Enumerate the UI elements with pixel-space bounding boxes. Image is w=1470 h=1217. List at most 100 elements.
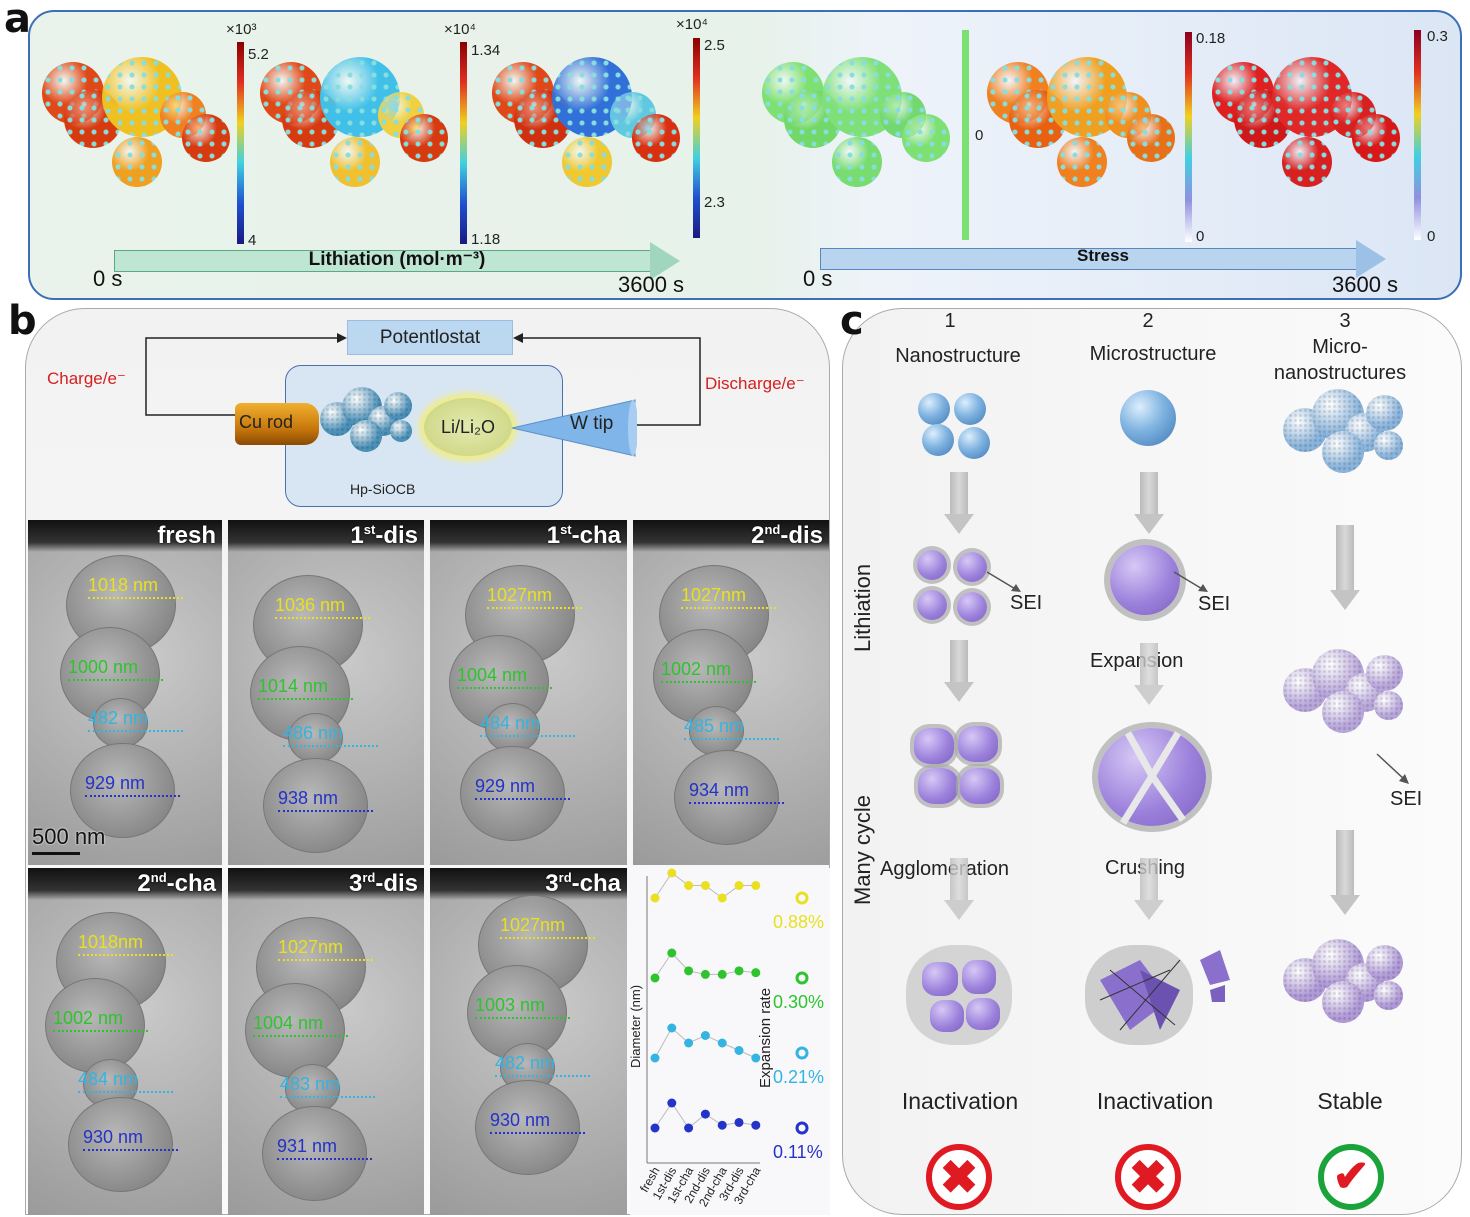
diameter-value: 934 nm [689, 780, 750, 800]
agglomerated-particle-icon [922, 962, 958, 996]
measurement-line [277, 1158, 372, 1160]
data-point [751, 968, 761, 978]
down-arrow-icon [944, 858, 974, 920]
data-point [667, 948, 677, 958]
stage-suffix: -cha [571, 522, 621, 549]
col-2-title: Microstructure [1089, 343, 1217, 365]
colorbar-3-min: 2.3 [704, 194, 725, 211]
colorbar-5-max: 0.18 [1196, 30, 1226, 47]
down-arrow-icon [1134, 858, 1164, 920]
tem-image: 3rd-cha 1027nm 1003 nm 482 nm 930 nm [430, 868, 627, 1215]
particle-outline [285, 1064, 340, 1114]
diameter-value: 931 nm [277, 1136, 338, 1156]
stable-porous-sphere [1366, 945, 1403, 982]
expansion-rate-label: 0.11% [773, 1142, 823, 1162]
simulated-particle-sphere [832, 137, 882, 187]
diameter-measurement: 1027nm [681, 585, 776, 609]
porous-sphere [1322, 431, 1364, 473]
diameter-measurement: 930 nm [490, 1110, 585, 1134]
y-axis-label: Diameter (nm) [630, 985, 643, 1068]
pass-check-icon: ✔ [1318, 1144, 1384, 1210]
data-point [734, 881, 744, 890]
diameter-measurement: 929 nm [475, 776, 570, 800]
fail-x-icon: ✖ [926, 1144, 992, 1210]
diameter-measurement: 1018nm [78, 932, 173, 956]
data-point [667, 868, 677, 878]
data-point [734, 966, 744, 976]
stage-number: 2 [137, 870, 151, 897]
tem-image: 2nd-dis 1027nm 1002 nm 485 nm 934 nm [633, 520, 829, 865]
measurement-line [475, 1017, 570, 1019]
lithiated-nanosphere-icon [957, 552, 987, 582]
microsphere-icon [1120, 390, 1176, 446]
data-point [650, 1053, 660, 1063]
diameter-value: 1000 nm [68, 657, 139, 677]
down-arrow-icon [1330, 830, 1360, 915]
particle-outline [460, 746, 565, 841]
row-label-lithiation: Lithiation [850, 563, 875, 652]
lithiation-end-time: 3600 s [618, 272, 685, 297]
colorbar-1-min: 4 [248, 232, 257, 249]
diameter-value: 1027nm [278, 937, 344, 957]
measurement-line [490, 1132, 585, 1134]
agglomerated-particle-icon [960, 768, 1000, 804]
diameter-value: 484 nm [480, 713, 541, 733]
lithiated-porous-sphere [1374, 691, 1403, 720]
w-tip-label: W tip [570, 413, 614, 434]
down-arrow-icon [1134, 472, 1164, 534]
stage-suffix: -dis [375, 522, 418, 549]
diameter-measurement: 930 nm [83, 1127, 178, 1151]
tem-dark-region [28, 868, 222, 900]
measurement-line [278, 959, 373, 961]
particle-outline [93, 698, 148, 748]
colorbar-2-max: 1.34 [471, 42, 501, 59]
stable-porous-sphere [1374, 981, 1403, 1010]
data-point [684, 1038, 694, 1048]
scale-bar: 500 nm [32, 824, 106, 849]
diameter-measurement: 482 nm [495, 1053, 590, 1077]
data-point [700, 969, 710, 979]
diameter-measurement: 485 nm [684, 716, 779, 740]
tem-image: fresh 1018 nm 1000 nm 482 nm 929 nm 500 nm [28, 520, 222, 865]
cu-rod: Cu rod [235, 403, 319, 445]
agglomerated-particle-icon [918, 768, 958, 804]
tem-dark-region [228, 868, 424, 900]
fragments-icon [1099, 950, 1230, 1031]
diameter-measurement: 1002 nm [661, 659, 756, 683]
crack-lines-icon [1120, 731, 1186, 825]
diameter-value: 929 nm [85, 773, 146, 793]
diameter-measurement: 1002 nm [53, 1008, 148, 1032]
diameter-measurement: 1018 nm [88, 575, 183, 599]
agglomeration-label: Agglomeration [880, 858, 1009, 880]
diameter-value: 1018nm [78, 932, 144, 952]
simulated-particle-sphere [1352, 114, 1400, 162]
sei-pointer-icon [1376, 753, 1409, 784]
diameter-measurement: 1036 nm [275, 595, 370, 619]
col-2-outcome: Inactivation [1096, 1088, 1214, 1114]
down-arrow-icon [944, 640, 974, 702]
measurement-line [661, 681, 756, 683]
stage-ordinal: rd [362, 870, 376, 885]
col-3-title-line2: nanostructures [1273, 362, 1407, 384]
data-point [751, 1120, 761, 1130]
diameter-value: 938 nm [278, 788, 339, 808]
measurement-line [500, 937, 595, 939]
colorbar-4 [962, 30, 969, 240]
tem-dark-region [430, 520, 627, 552]
stage-ordinal: st [363, 522, 376, 537]
w-tip-icon [512, 399, 637, 457]
sei-label-2: SEI [1198, 593, 1231, 615]
data-point [684, 1123, 694, 1133]
tem-stage-label: fresh [157, 522, 216, 550]
fail-x-icon: ✖ [1115, 1144, 1181, 1210]
diameter-measurement: 1003 nm [475, 995, 570, 1019]
diameter-value: 1036 nm [275, 595, 346, 615]
data-point [734, 1117, 744, 1127]
expansion-rate-label: 0.21% [773, 1067, 824, 1087]
stable-porous-sphere [1322, 981, 1364, 1023]
tem-image: 1st-cha 1027nm 1004 nm 484 nm 929 nm [430, 520, 627, 865]
diameter-value: 930 nm [83, 1127, 144, 1147]
colorbar-3-max: 2.5 [704, 37, 725, 54]
measurement-line [280, 1096, 375, 1098]
measurement-line [487, 607, 582, 609]
